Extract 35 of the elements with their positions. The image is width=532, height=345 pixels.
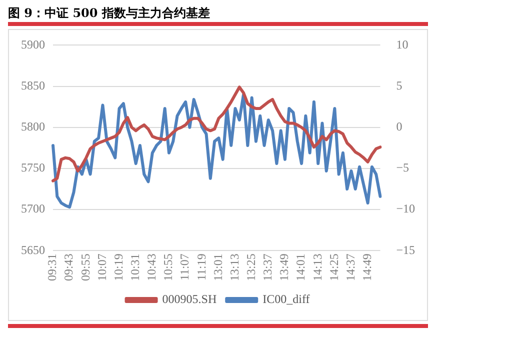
x-tick-label: 10:43 — [144, 254, 159, 282]
y2-tick-label: 10 — [396, 37, 408, 52]
y2-tick-label: −10 — [396, 202, 416, 216]
x-tick-label: 09:31 — [45, 254, 60, 282]
legend-label: 000905.SH — [162, 292, 217, 306]
y-tick-label: 5900 — [21, 37, 45, 52]
x-tick-label: 13:13 — [227, 254, 242, 282]
y2-tick-label: −15 — [396, 242, 416, 257]
x-tick-label: 13:37 — [260, 254, 275, 282]
y-tick-label: 5750 — [21, 160, 45, 175]
y-tick-label: 5700 — [21, 202, 45, 216]
y-tick-label: 5800 — [21, 120, 45, 134]
legend-label: IC00_diff — [262, 292, 310, 306]
x-tick-label: 11:07 — [178, 254, 192, 281]
y2-tick-label: 0 — [396, 120, 402, 134]
x-tick-label: 13:25 — [244, 254, 258, 282]
y-tick-label: 5850 — [21, 78, 45, 92]
x-tick-label: 14:01 — [294, 254, 308, 282]
x-tick-label: 13:49 — [277, 254, 292, 282]
x-tick-label: 09:43 — [62, 254, 76, 282]
x-tick-label: 11:19 — [194, 254, 208, 281]
y-tick-label: 5650 — [21, 242, 45, 257]
x-tick-label: 14:37 — [343, 254, 358, 282]
x-tick-label: 13:01 — [210, 254, 225, 282]
y2-tick-label: 5 — [396, 78, 402, 92]
x-tick-label: 10:31 — [128, 254, 142, 282]
chart-title: 图 9：中证 500 指数与主力合约基差 — [8, 5, 211, 22]
x-tick-label: 10:55 — [161, 254, 176, 282]
x-tick-label: 14:49 — [360, 254, 374, 282]
y2-tick-label: −5 — [396, 160, 410, 175]
x-tick-label: 09:55 — [78, 254, 92, 282]
x-tick-label: 14:25 — [326, 254, 341, 282]
x-tick-label: 10:19 — [111, 254, 126, 282]
x-tick-label: 14:13 — [310, 254, 324, 282]
x-tick-label: 10:07 — [94, 254, 109, 282]
